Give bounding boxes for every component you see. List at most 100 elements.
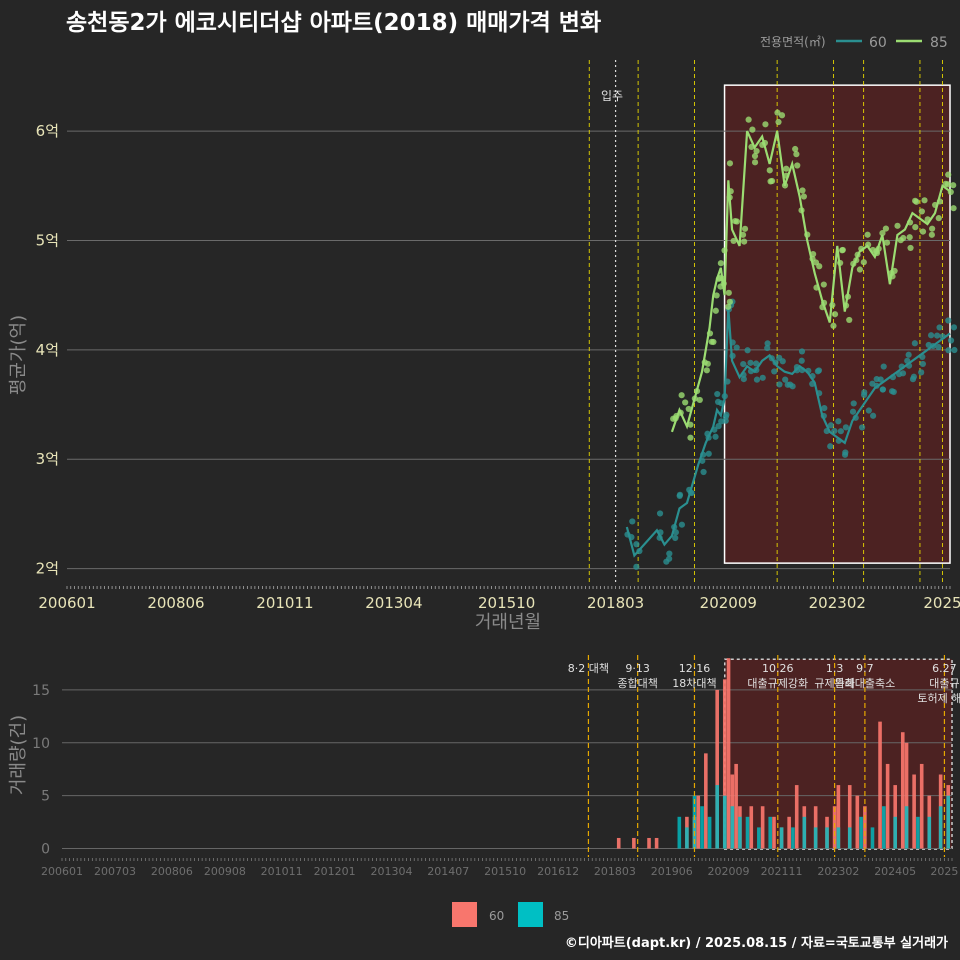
price-point-85 <box>751 159 759 166</box>
volume-bar-60 <box>855 795 860 849</box>
price-point-85 <box>704 360 711 367</box>
volume-bar-60 <box>885 763 890 849</box>
volume-bar-85 <box>768 816 773 849</box>
price-ytick-label: 4억 <box>36 341 59 359</box>
price-xtick-label: 200806 <box>147 594 204 612</box>
volume-event-label: 9.7 <box>856 662 874 675</box>
volume-event-label: 1.3 <box>826 662 844 675</box>
volume-bar-85 <box>859 816 863 849</box>
volume-event-label: 종합대책 <box>617 677 657 690</box>
volume-bar-60 <box>760 806 765 849</box>
price-point-85 <box>774 109 781 116</box>
volume-bar-60 <box>787 816 791 849</box>
volume-xtick-label: 201304 <box>370 865 412 878</box>
price-point-85 <box>792 145 799 153</box>
price-point-85 <box>730 237 737 245</box>
volume-event-label: 대출규 <box>929 677 959 690</box>
volume-xtick-label: 202302 <box>817 865 859 878</box>
price-point-85 <box>912 197 919 204</box>
price-point-60 <box>740 361 747 368</box>
legend-title: 전용면적(㎡) <box>760 35 826 49</box>
volume-bar-85 <box>677 816 682 849</box>
price-point-85 <box>670 415 677 422</box>
price-point-60 <box>814 368 822 375</box>
price-point-60 <box>633 563 640 570</box>
price-point-85 <box>942 180 949 187</box>
volume-bar-85 <box>745 816 750 849</box>
price-point-85 <box>749 126 756 133</box>
price-point-60 <box>865 407 872 414</box>
price-point-85 <box>713 292 720 299</box>
volume-bar-60 <box>904 742 909 849</box>
price-point-60 <box>899 370 907 377</box>
volume-bar-85 <box>779 827 784 849</box>
price-point-60 <box>764 340 771 347</box>
price-point-85 <box>725 303 732 310</box>
volume-bar-60 <box>632 837 636 849</box>
price-point-60 <box>712 433 719 440</box>
price-point-60 <box>888 388 896 395</box>
legend-bottom-label-85: 85 <box>554 909 569 923</box>
volume-bar-60 <box>722 679 727 849</box>
price-point-60 <box>837 428 844 435</box>
price-point-85 <box>812 259 820 266</box>
volume-bar-60 <box>704 753 708 849</box>
move-in-label: 입주 <box>601 89 623 103</box>
price-point-60 <box>861 389 868 396</box>
volume-ytick-label: 0 <box>41 842 50 858</box>
price-point-85 <box>900 234 907 242</box>
volume-bar-85 <box>692 795 697 849</box>
price-point-85 <box>794 162 801 169</box>
volume-bar-85 <box>685 827 689 849</box>
price-xtick-label: 201510 <box>478 594 535 612</box>
legend-bottom-label-60: 60 <box>489 909 504 923</box>
price-point-85 <box>682 399 689 406</box>
volume-bar-60 <box>912 774 916 849</box>
price-point-60 <box>723 411 730 418</box>
price-point-85 <box>800 193 808 200</box>
price-point-60 <box>715 398 722 406</box>
price-point-85 <box>918 208 925 215</box>
price-ytick-label: 2억 <box>36 560 59 578</box>
price-point-60 <box>789 383 796 390</box>
volume-gridlines: 0 5 10 15 <box>32 683 952 858</box>
price-point-60 <box>759 374 766 381</box>
volume-event-label: 10.26 <box>762 662 794 675</box>
volume-xtick-label: 202111 <box>761 865 803 878</box>
price-point-60 <box>849 408 857 415</box>
volume-bar-60 <box>847 785 852 849</box>
volume-event-label: 8·2 대책 <box>568 662 609 675</box>
price-point-85 <box>726 160 734 167</box>
volume-xtick-label: 201906 <box>651 865 693 878</box>
price-point-60 <box>850 400 857 407</box>
price-point-85 <box>753 148 760 155</box>
price-ytick-label: 5억 <box>36 231 59 249</box>
volume-bar-85 <box>802 816 807 849</box>
price-point-85 <box>882 225 890 232</box>
volume-bar-60 <box>919 763 924 849</box>
price-point-60 <box>744 347 751 354</box>
price-point-85 <box>726 298 733 305</box>
volume-ytick-label: 15 <box>32 683 50 699</box>
price-point-60 <box>918 369 925 376</box>
price-point-85 <box>703 367 710 374</box>
price-point-85 <box>945 171 952 178</box>
price-point-85 <box>710 338 717 346</box>
price-point-60 <box>715 423 722 430</box>
price-point-60 <box>870 412 877 419</box>
legend-bottom: 60 85 <box>452 902 569 927</box>
price-point-85 <box>751 152 759 160</box>
price-point-85 <box>950 182 957 189</box>
volume-event-label: 특례대출축소 <box>835 677 896 690</box>
volume-axes: 200601 200703 200806 200908 201011 201201 2013… <box>41 858 958 878</box>
price-point-85 <box>846 316 853 324</box>
price-point-60 <box>678 521 686 528</box>
price-point-60 <box>951 346 958 354</box>
price-point-85 <box>820 281 827 288</box>
price-point-60 <box>935 343 942 351</box>
legend-swatch-85 <box>518 902 543 927</box>
price-point-60 <box>927 332 935 339</box>
price-point-85 <box>766 167 773 174</box>
price-point-60 <box>656 510 664 517</box>
